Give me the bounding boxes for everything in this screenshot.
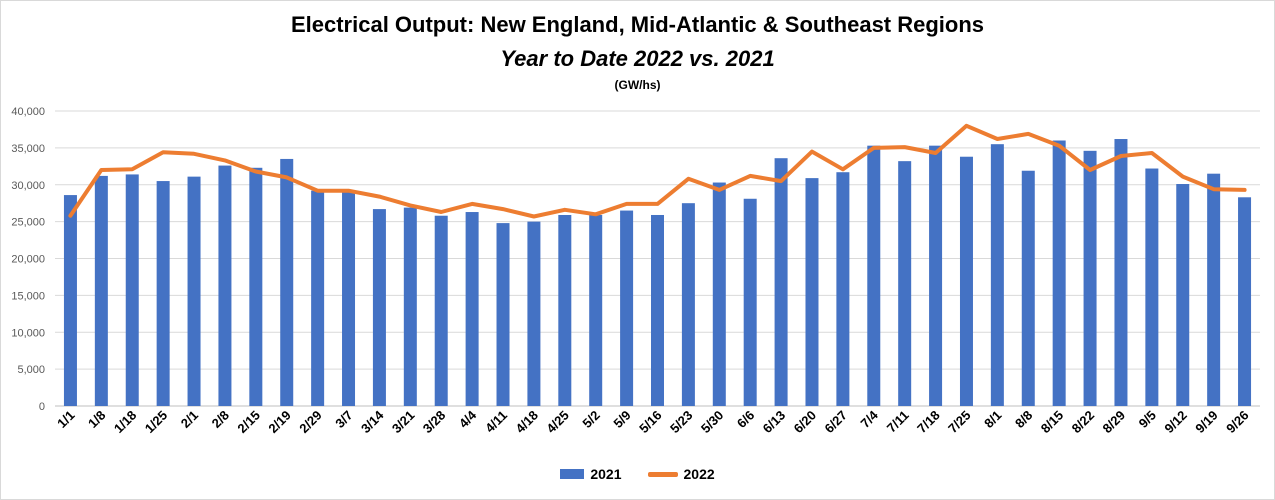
x-tick-label: 8/15 [1038, 408, 1067, 437]
x-tick-label: 7/25 [945, 408, 974, 437]
bar-2021 [311, 190, 325, 406]
chart-unit: (GW/hs) [614, 78, 661, 92]
bar-2021 [280, 158, 294, 406]
bar-2021 [990, 144, 1004, 406]
bar-2021 [929, 145, 943, 406]
bar-2021 [1021, 170, 1035, 406]
y-tick-label: 40,000 [11, 106, 45, 118]
bar-2021 [187, 176, 201, 406]
x-tick-label: 6/13 [760, 408, 789, 437]
series-line-2022 [68, 123, 1247, 219]
x-tick-label: 4/25 [543, 408, 572, 437]
bar-2021 [218, 165, 232, 406]
y-tick-label: 5,000 [17, 364, 45, 376]
bar-2021 [156, 181, 170, 406]
bar-2021 [867, 145, 881, 406]
x-tick-label: 5/2 [579, 408, 602, 431]
x-tick-label: 6/20 [791, 408, 820, 437]
x-tick-label: 6/6 [734, 408, 757, 431]
x-tick-label: 2/1 [178, 408, 201, 431]
x-tick-label: 5/9 [610, 408, 633, 431]
x-tick-label: 9/12 [1161, 408, 1190, 437]
x-tick-label: 8/22 [1069, 408, 1098, 437]
legend-swatch-line [647, 471, 678, 477]
bar-2021 [651, 214, 664, 406]
legend-swatch-bar [560, 469, 585, 479]
bar-2021 [1207, 173, 1221, 406]
x-tick-label: 1/8 [85, 408, 108, 431]
x-tick-label: 9/19 [1192, 408, 1221, 437]
x-tick-label: 1/18 [111, 408, 140, 437]
y-tick-label: 20,000 [11, 254, 45, 266]
bar-2021 [836, 172, 850, 406]
bar-2021 [125, 174, 139, 406]
x-tick-label: 2/29 [296, 408, 325, 437]
legend-label-2022: 2022 [683, 466, 715, 482]
x-tick-label: 4/18 [513, 408, 542, 437]
chart-subtitle: Year to Date 2022 vs. 2021 [500, 46, 775, 71]
bar-2021 [558, 214, 572, 406]
bar-2021 [527, 221, 541, 406]
x-tick-label: 7/11 [884, 408, 912, 436]
y-tick-label: 15,000 [11, 290, 45, 302]
bar-2021 [249, 167, 263, 406]
legend-label-2021: 2021 [590, 466, 622, 482]
bar-2021 [342, 192, 356, 406]
bar-2021 [1238, 197, 1252, 406]
bar-2021 [681, 203, 695, 406]
bar-2021 [589, 214, 603, 406]
x-tick-label: 1/1 [54, 408, 77, 431]
x-tick-label: 6/27 [822, 408, 851, 437]
y-tick-label: 0 [39, 401, 45, 413]
y-tick-label: 35,000 [11, 143, 45, 155]
bar-2021 [1145, 168, 1159, 406]
x-tick-label: 4/11 [482, 408, 510, 436]
chart-title: Electrical Output: New England, Mid-Atla… [290, 12, 985, 37]
x-tick-label: 2/19 [265, 408, 294, 437]
x-tick-label: 5/23 [667, 408, 696, 437]
x-tick-label: 3/21 [389, 408, 418, 437]
bar-2021 [898, 161, 912, 406]
x-tick-label: 8/29 [1100, 408, 1129, 437]
x-tick-label: 8/8 [1012, 408, 1035, 431]
bar-2021 [1114, 139, 1128, 406]
x-tick-label: 2/8 [209, 408, 232, 431]
bar-2021 [743, 198, 757, 406]
bar-2021 [1052, 140, 1066, 406]
bar-2021 [465, 212, 479, 406]
x-tick-label: 4/4 [456, 407, 480, 431]
bar-2021 [496, 223, 510, 406]
x-tick-label: 9/26 [1223, 408, 1252, 437]
x-tick-label: 5/30 [698, 408, 727, 437]
x-tick-label: 2/15 [234, 408, 263, 437]
y-tick-label: 10,000 [11, 327, 45, 339]
bar-2021 [712, 182, 726, 406]
bar-2021 [434, 215, 448, 406]
bar-2021 [94, 175, 108, 406]
x-tick-label: 5/16 [636, 408, 665, 437]
bar-2021 [620, 210, 634, 406]
x-tick-label: 3/14 [358, 407, 387, 436]
legend-item-2022: 2022 [647, 466, 715, 482]
bar-2021 [403, 207, 417, 406]
y-tick-label: 30,000 [11, 180, 45, 192]
bar-2021 [774, 158, 788, 406]
x-tick-label: 8/1 [981, 408, 1004, 431]
bar-2021 [1176, 184, 1190, 406]
x-tick-label: 1/25 [142, 408, 171, 437]
legend: 2021 2022 [0, 466, 1275, 482]
y-tick-label: 25,000 [11, 217, 45, 229]
x-tick-label: 3/28 [420, 408, 449, 437]
bar-2021 [1083, 150, 1097, 406]
legend-item-2021: 2021 [560, 466, 622, 482]
x-tick-label: 3/7 [332, 408, 355, 431]
x-tick-label: 9/5 [1136, 408, 1159, 431]
x-tick-label: 7/4 [858, 407, 882, 431]
bar-2021 [372, 209, 386, 406]
bar-2021 [959, 156, 973, 406]
bar-2021 [805, 178, 819, 406]
bar-2021 [63, 195, 77, 406]
x-tick-label: 7/18 [914, 408, 943, 437]
